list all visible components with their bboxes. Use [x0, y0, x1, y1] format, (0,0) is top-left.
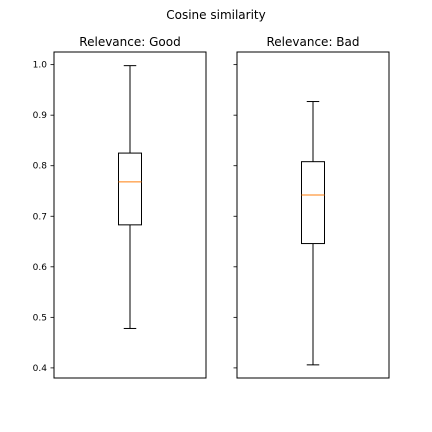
- subplot-title-bad: Relevance: Bad: [267, 35, 360, 49]
- figure-suptitle: Cosine similarity: [166, 8, 265, 22]
- ytick-label-good: 0.6: [33, 263, 48, 273]
- axes-frame-bad: [236, 51, 390, 379]
- subplot-title-good: Relevance: Good: [79, 35, 180, 49]
- box-iqr-good: [118, 152, 142, 226]
- ytick-label-good: 0.8: [33, 162, 48, 172]
- ytick-label-good: 0.4: [33, 364, 48, 374]
- boxplot-good: [118, 65, 142, 329]
- boxplot-bad: [301, 101, 325, 366]
- box-iqr-bad: [301, 161, 325, 245]
- ytick-label-good: 1.0: [33, 61, 48, 71]
- axes-frame-good: [53, 51, 207, 379]
- subplot-bad: Relevance: Bad: [233, 35, 390, 379]
- ytick-label-good: 0.7: [33, 212, 47, 222]
- y-axis-good: 0.4 0.5 0.6 0.7 0.8 0.9 1.0: [33, 61, 54, 374]
- y-axis-bad: [233, 64, 237, 369]
- subplot-good: Relevance: Good 0.4 0.5 0.6 0.7 0.8 0.9 1.0: [33, 35, 207, 379]
- ytick-label-good: 0.5: [33, 313, 47, 323]
- ytick-label-good: 0.9: [33, 111, 48, 121]
